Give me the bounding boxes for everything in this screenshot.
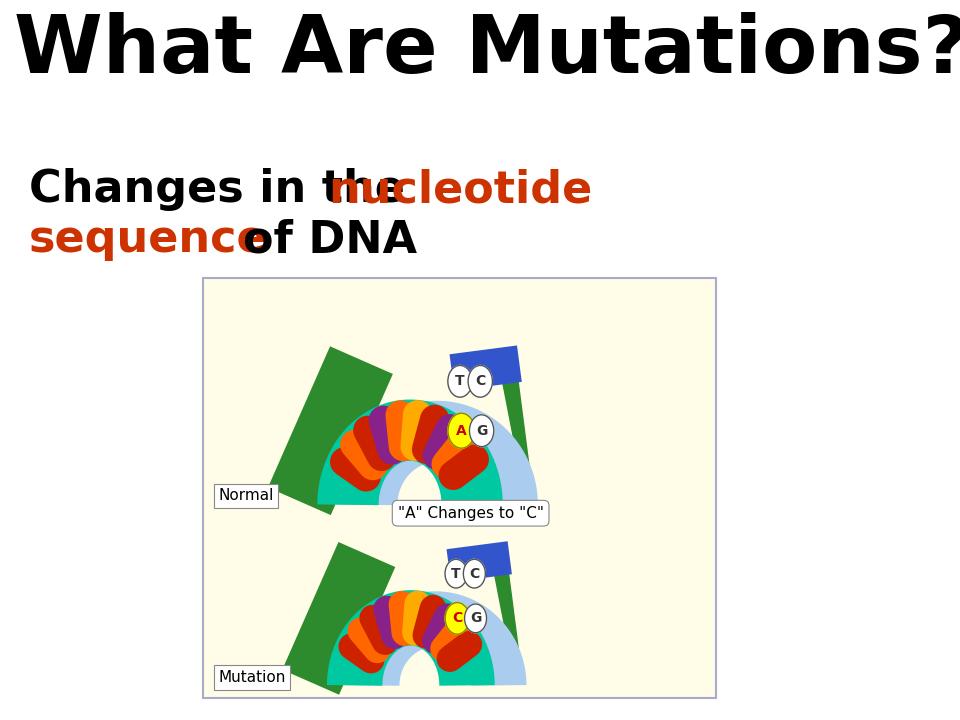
Polygon shape bbox=[493, 570, 522, 678]
Text: G: G bbox=[476, 423, 488, 438]
Circle shape bbox=[445, 559, 467, 588]
Text: "A" Changes to "C": "A" Changes to "C" bbox=[397, 505, 543, 521]
Circle shape bbox=[469, 415, 493, 446]
Text: of DNA: of DNA bbox=[212, 218, 417, 261]
Text: nucleotide: nucleotide bbox=[328, 168, 593, 211]
Text: Changes in the: Changes in the bbox=[29, 168, 420, 211]
Text: C: C bbox=[469, 567, 479, 580]
Text: sequence: sequence bbox=[29, 218, 268, 261]
Text: G: G bbox=[469, 611, 481, 626]
Polygon shape bbox=[502, 378, 533, 496]
Text: A: A bbox=[456, 423, 467, 438]
Text: Normal: Normal bbox=[218, 488, 274, 503]
Circle shape bbox=[448, 413, 474, 448]
Text: What Are Mutations?: What Are Mutations? bbox=[13, 12, 960, 90]
Circle shape bbox=[448, 366, 472, 397]
Text: C: C bbox=[475, 374, 486, 388]
Text: C: C bbox=[452, 611, 463, 626]
Text: T: T bbox=[455, 374, 465, 388]
Circle shape bbox=[464, 559, 486, 588]
Text: T: T bbox=[451, 567, 461, 580]
Circle shape bbox=[445, 603, 469, 634]
Circle shape bbox=[465, 604, 487, 633]
Circle shape bbox=[468, 366, 492, 397]
Text: Mutation: Mutation bbox=[218, 670, 285, 685]
Bar bbox=[203, 278, 715, 698]
